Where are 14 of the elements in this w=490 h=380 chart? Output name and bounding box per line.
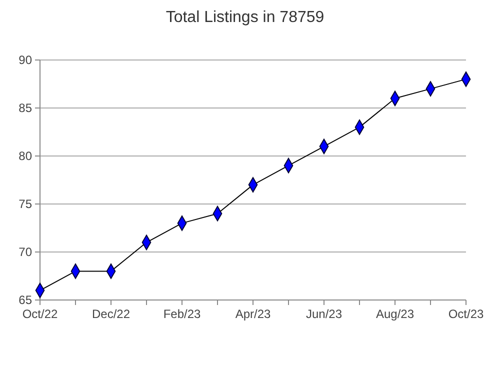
x-tick-label: Aug/23 [376,307,414,321]
x-tick-label: Oct/22 [22,307,58,321]
x-tick-label: Jun/23 [306,307,342,321]
y-tick-label: 70 [18,245,32,260]
x-tick-label: Oct/23 [448,307,484,321]
y-tick-label: 65 [18,293,32,308]
y-tick-label: 75 [18,197,32,212]
y-tick-label: 80 [18,149,32,164]
y-tick-label: 85 [18,101,32,116]
chart-title: Total Listings in 78759 [166,9,324,26]
x-tick-label: Dec/22 [92,307,130,321]
x-tick-label: Feb/23 [163,307,202,321]
x-tick-label: Apr/23 [235,307,271,321]
y-tick-label: 90 [18,53,32,68]
